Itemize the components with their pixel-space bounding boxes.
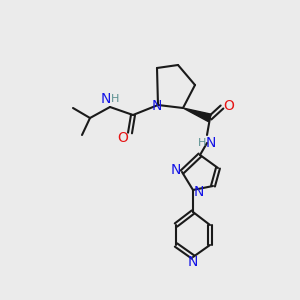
Text: O: O xyxy=(118,131,128,145)
Text: N: N xyxy=(206,136,216,150)
Text: N: N xyxy=(152,99,162,113)
Text: N: N xyxy=(194,185,204,199)
Text: O: O xyxy=(224,99,234,113)
Text: H: H xyxy=(198,138,206,148)
Text: N: N xyxy=(101,92,111,106)
Text: N: N xyxy=(188,255,198,269)
Text: N: N xyxy=(171,163,181,177)
Polygon shape xyxy=(183,108,212,122)
Text: H: H xyxy=(111,94,119,104)
